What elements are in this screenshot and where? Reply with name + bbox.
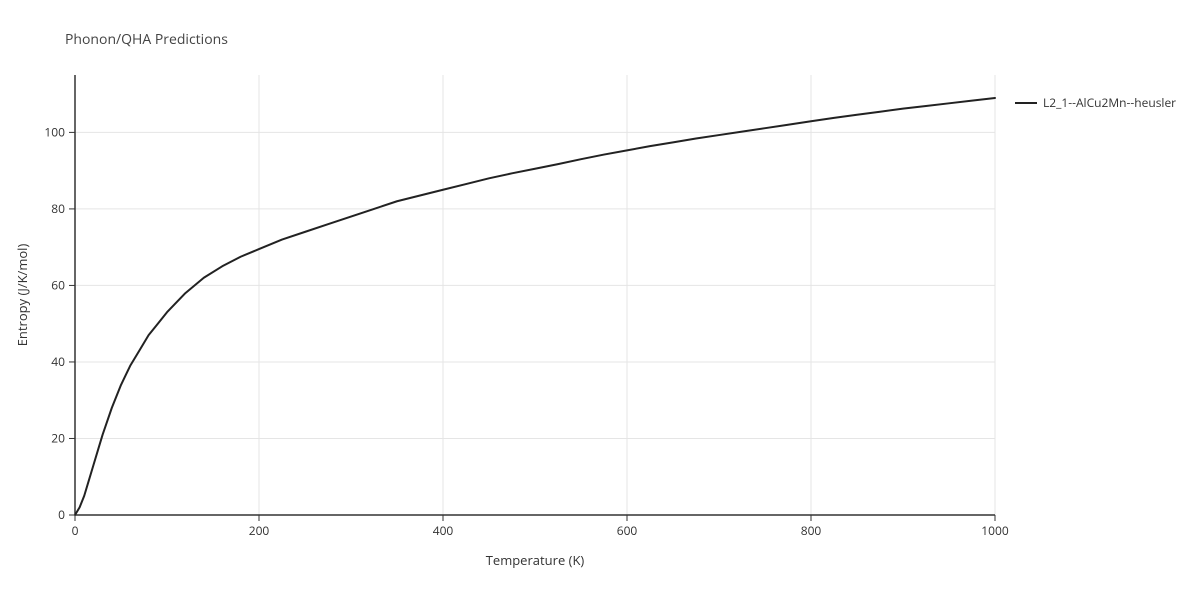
y-tick-label: 40 xyxy=(51,353,65,370)
y-tick-label: 0 xyxy=(58,506,65,523)
x-tick-label: 400 xyxy=(433,522,454,539)
series xyxy=(75,98,995,515)
x-tick-label: 600 xyxy=(617,522,638,539)
chart-title: Phonon/QHA Predictions xyxy=(65,30,228,49)
axes xyxy=(75,75,995,515)
series-line xyxy=(75,98,995,515)
legend-label: L2_1--AlCu2Mn--heusler xyxy=(1043,94,1176,111)
chart-svg: 0 200 400 600 800 1000 0 20 40 60 80 100 L2_1--AlCu… xyxy=(0,0,1200,600)
y-tick-label: 60 xyxy=(51,276,65,293)
x-tick-label: 1000 xyxy=(981,522,1009,539)
grid xyxy=(75,75,995,515)
tick-labels: 0 200 400 600 800 1000 0 20 40 60 80 100 xyxy=(44,123,1008,539)
y-tick-label: 80 xyxy=(51,200,65,217)
x-tick-label: 200 xyxy=(249,522,270,539)
chart-container: { "chart": { "type": "line", "title": "P… xyxy=(0,0,1200,600)
x-tick-label: 800 xyxy=(801,522,822,539)
y-axis-label: Entropy (J/K/mol) xyxy=(13,244,31,347)
y-tick-label: 100 xyxy=(44,123,65,140)
x-tick-label: 0 xyxy=(72,522,79,539)
x-axis-label: Temperature (K) xyxy=(486,551,585,569)
y-tick-label: 20 xyxy=(51,429,65,446)
legend: L2_1--AlCu2Mn--heusler xyxy=(1015,94,1176,111)
